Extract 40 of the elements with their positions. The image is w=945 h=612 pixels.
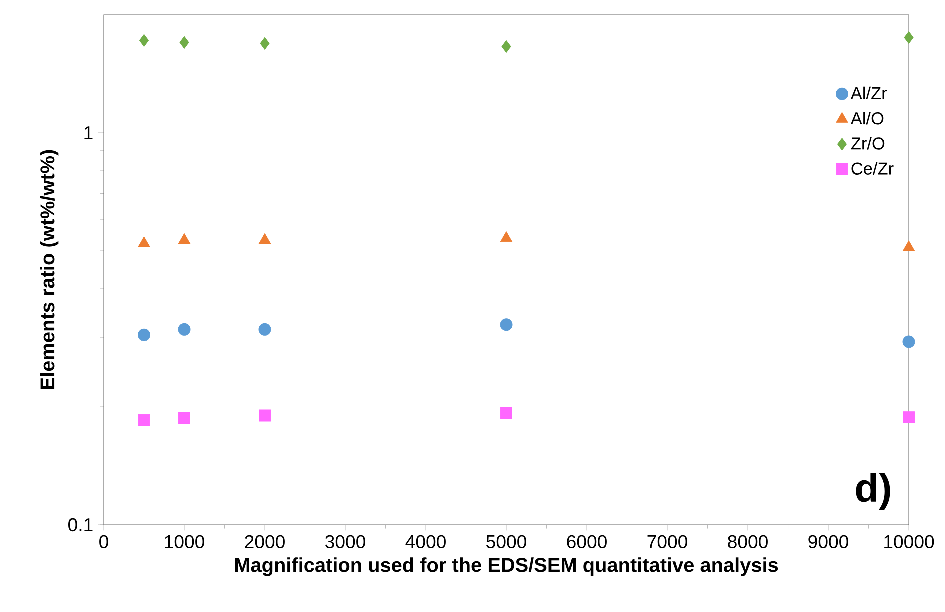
point xyxy=(260,37,270,50)
x-axis-title: Magnification used for the EDS/SEM quantitative analysis xyxy=(235,558,778,576)
point xyxy=(500,407,512,420)
x-tick-label: 1000 xyxy=(165,535,204,549)
point xyxy=(178,412,190,424)
point xyxy=(258,234,272,244)
point xyxy=(138,236,150,248)
y-tick-label: 1 xyxy=(84,126,93,140)
point xyxy=(902,240,916,252)
x-tick-label: 8000 xyxy=(728,535,768,549)
x-tick-label: 5000 xyxy=(486,535,526,549)
x-tick-label: 3000 xyxy=(326,535,366,549)
point xyxy=(178,234,191,244)
point xyxy=(502,40,512,53)
x-tick-label: 6000 xyxy=(567,535,607,549)
point xyxy=(140,34,149,47)
point xyxy=(258,323,272,336)
x-tick-label: 0 xyxy=(100,535,108,549)
x-tick-label: 9000 xyxy=(808,535,848,549)
annotation: d) xyxy=(856,472,890,510)
point xyxy=(904,31,914,44)
point xyxy=(500,318,513,332)
legend-label: Zr/O xyxy=(851,137,885,150)
legend-label: Ce/Zr xyxy=(852,162,894,175)
x-tick-label: 2000 xyxy=(245,535,285,549)
x-tick-label: 7000 xyxy=(648,535,688,549)
x-tick-label: 4000 xyxy=(406,535,446,549)
point xyxy=(138,328,150,342)
point xyxy=(903,412,915,424)
point xyxy=(180,36,190,49)
point xyxy=(259,410,271,422)
x-tick-label: 10000 xyxy=(884,535,934,549)
y-tick-label: 0.1 xyxy=(68,518,93,532)
point xyxy=(138,414,150,426)
point xyxy=(178,323,191,336)
y-axis-title: Elements ratio (wt%/wt%) xyxy=(40,150,59,390)
legend-label: Al/O xyxy=(850,112,884,125)
legend-label: Al/Zr xyxy=(850,86,888,100)
point xyxy=(500,232,513,242)
point xyxy=(902,336,916,348)
